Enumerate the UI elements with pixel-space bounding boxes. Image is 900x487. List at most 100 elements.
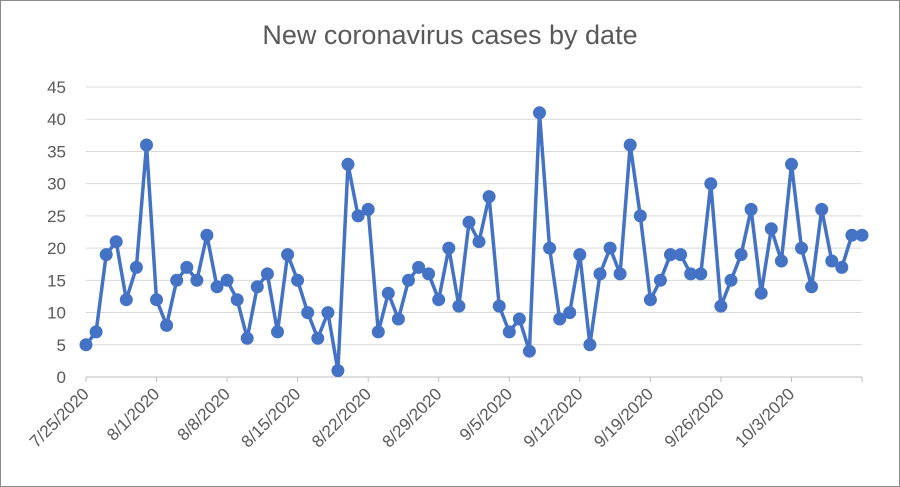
data-point (482, 190, 496, 204)
x-tick-label: 8/15/2020 (238, 384, 305, 451)
data-point (129, 260, 143, 274)
x-tick-label: 7/25/2020 (26, 384, 93, 451)
x-tick-label: 8/8/2020 (174, 384, 234, 444)
x-tick-label: 8/1/2020 (103, 384, 163, 444)
data-point (190, 273, 204, 287)
data-point (724, 273, 738, 287)
data-point (785, 157, 798, 171)
data-point (492, 299, 506, 313)
data-point (281, 248, 295, 262)
data-point (351, 209, 365, 223)
data-point (331, 364, 345, 378)
y-tick-label: 20 (47, 239, 66, 258)
gridlines (86, 86, 862, 346)
data-point (321, 306, 335, 320)
data-point (613, 267, 627, 281)
data-point (210, 280, 224, 294)
data-point (220, 273, 234, 287)
data-point (260, 267, 274, 281)
data-point (805, 280, 819, 294)
series-cases (79, 106, 869, 378)
y-tick-label: 15 (47, 271, 66, 290)
data-point (402, 273, 415, 287)
data-point (573, 248, 587, 262)
data-point (815, 202, 829, 216)
y-tick-label: 10 (47, 304, 66, 323)
data-point (291, 273, 305, 287)
data-point (79, 338, 93, 352)
data-point (603, 241, 617, 255)
data-point (774, 254, 788, 268)
data-point (704, 177, 718, 191)
data-point (754, 286, 768, 300)
data-point (200, 228, 214, 242)
x-tick-label: 9/12/2020 (520, 384, 587, 451)
data-point (674, 248, 688, 262)
data-point (734, 248, 748, 262)
data-point (150, 293, 163, 307)
data-point (502, 325, 516, 339)
data-point (512, 312, 526, 326)
data-point (391, 312, 405, 326)
data-point (412, 260, 426, 274)
data-point (522, 344, 536, 358)
data-point (543, 241, 557, 255)
y-tick-label: 5 (57, 336, 66, 355)
data-point (653, 273, 667, 287)
x-tick-label: 9/19/2020 (590, 384, 657, 451)
data-point (89, 325, 103, 339)
x-axis (85, 376, 863, 382)
data-point (250, 280, 264, 294)
data-point (563, 306, 577, 320)
x-axis-ticks: 7/25/2020 8/1/2020 8/8/2020 8/15/2020 8/22/2… (26, 384, 798, 451)
y-tick-label: 25 (47, 207, 66, 226)
data-point (371, 325, 385, 339)
data-point (301, 306, 315, 320)
data-point (553, 312, 567, 326)
y-axis-ticks: 0 5 10 15 20 25 30 35 40 45 (47, 78, 66, 387)
data-point (452, 299, 466, 313)
data-point (140, 138, 153, 152)
y-tick-label: 0 (57, 368, 66, 387)
data-point (341, 157, 355, 171)
data-point (583, 338, 597, 352)
x-tick-label: 10/3/2020 (731, 384, 798, 451)
data-point (633, 209, 647, 223)
data-point (533, 106, 546, 120)
y-tick-label: 45 (47, 78, 66, 97)
data-point (462, 215, 476, 229)
data-point (795, 241, 808, 255)
data-point (271, 325, 284, 339)
data-point (855, 228, 869, 242)
data-point (764, 222, 778, 236)
data-point (593, 267, 607, 281)
data-point (835, 260, 849, 274)
data-point (422, 267, 436, 281)
data-point (160, 318, 174, 332)
x-tick-label: 9/26/2020 (661, 384, 728, 451)
y-tick-label: 30 (47, 175, 66, 194)
x-tick-label: 9/5/2020 (456, 384, 516, 444)
chart-title: New coronavirus cases by date (262, 20, 638, 50)
data-point (361, 202, 375, 216)
data-point (99, 248, 113, 262)
data-point (170, 273, 184, 287)
data-point (180, 260, 194, 274)
y-tick-label: 40 (47, 110, 66, 129)
data-point (109, 235, 123, 249)
data-point (230, 293, 244, 307)
data-point (472, 235, 486, 249)
data-point (714, 299, 728, 313)
data-point (442, 241, 456, 255)
data-point (825, 254, 839, 268)
x-tick-label: 8/29/2020 (379, 384, 446, 451)
data-point (623, 138, 637, 152)
data-point (381, 286, 395, 300)
data-point (744, 202, 758, 216)
y-tick-label: 35 (47, 142, 66, 161)
data-point (311, 331, 325, 345)
data-point (119, 293, 133, 307)
data-point (643, 293, 657, 307)
data-point (240, 331, 254, 345)
